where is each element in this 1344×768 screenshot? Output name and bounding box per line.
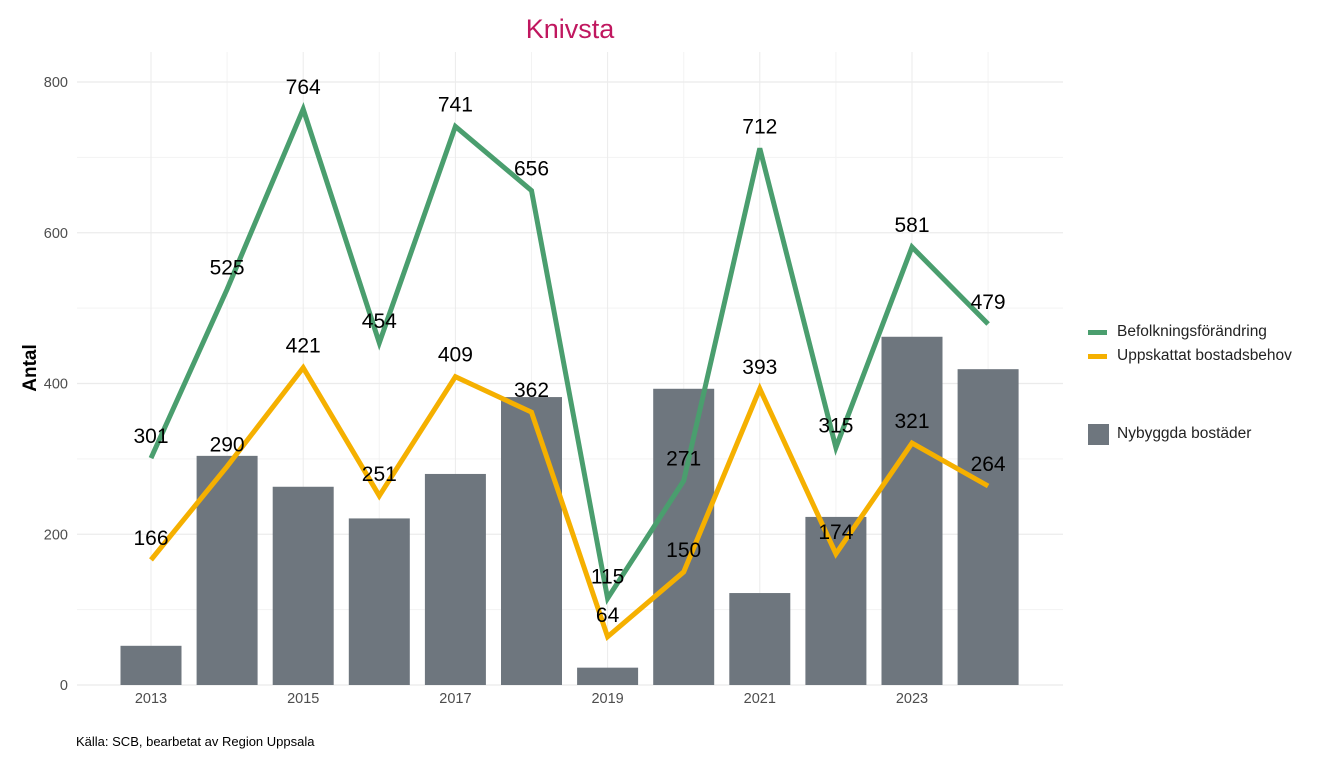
bar-2019 (577, 667, 639, 685)
bar-2020 (653, 388, 715, 685)
legend-label: Befolkningsförändring (1117, 323, 1267, 340)
y-tick-label: 800 (44, 75, 68, 91)
data-label: 251 (362, 463, 397, 486)
legend-label: Nybyggda bostäder (1117, 425, 1252, 442)
x-tick-label: 2013 (135, 691, 167, 707)
data-label: 150 (666, 539, 701, 562)
line-series-1 (149, 363, 990, 642)
data-label: 315 (818, 415, 853, 438)
data-label: 362 (514, 379, 549, 402)
x-tick-label: 2015 (287, 691, 319, 707)
data-label: 764 (286, 76, 321, 99)
legend-item-nybyggda: Nybyggda bostäder (1088, 422, 1292, 446)
legend-item-befolkning: Befolkningsförändring (1088, 320, 1292, 344)
data-label: 409 (438, 344, 473, 367)
data-label: 712 (742, 115, 777, 138)
y-tick-label: 400 (44, 377, 68, 393)
data-label: 264 (971, 453, 1006, 476)
x-tick-label: 2021 (744, 691, 776, 707)
data-label: 301 (133, 425, 168, 448)
data-label: 656 (514, 158, 549, 181)
data-label: 321 (894, 410, 929, 433)
bar-2017 (424, 473, 486, 685)
bar-2024 (957, 369, 1019, 685)
x-tick-label: 2017 (439, 691, 471, 707)
bar-2021 (729, 593, 791, 685)
legend: Befolkningsförändring Uppskattat bostads… (1088, 320, 1292, 446)
bar-2018 (501, 397, 562, 685)
data-label: 581 (894, 214, 929, 237)
legend-swatch (1088, 329, 1107, 335)
data-label: 479 (971, 291, 1006, 314)
bar-2023 (881, 336, 943, 685)
data-label: 393 (742, 356, 777, 379)
x-tick-label: 2019 (591, 691, 623, 707)
x-tick-label: 2023 (896, 691, 928, 707)
data-label: 741 (438, 93, 473, 116)
data-label: 166 (133, 527, 168, 550)
legend-swatch (1088, 353, 1107, 359)
legend-label: Uppskattat bostadsbehov (1117, 347, 1292, 364)
data-label: 174 (818, 521, 853, 544)
bar-2015 (272, 486, 334, 685)
data-label: 421 (286, 335, 321, 358)
data-label: 525 (210, 256, 245, 279)
legend-swatch (1088, 423, 1109, 445)
y-axis-label: Antal (20, 344, 41, 392)
legend-item-bostadsbehov: Uppskattat bostadsbehov (1088, 344, 1292, 368)
chart-title: Knivsta (525, 14, 615, 44)
bar-2013 (120, 645, 182, 685)
y-tick-label: 0 (60, 678, 68, 694)
bar-2016 (348, 518, 410, 685)
line-series-0 (148, 101, 990, 605)
data-label: 290 (210, 433, 245, 456)
data-label: 115 (591, 565, 624, 588)
bar-2022 (805, 516, 867, 685)
caption: Källa: SCB, bearbetat av Region Uppsala (76, 734, 315, 749)
data-label: 64 (596, 604, 620, 627)
y-tick-label: 600 (44, 226, 68, 242)
data-label: 454 (362, 310, 397, 333)
y-tick-label: 200 (44, 527, 68, 543)
data-label: 271 (666, 448, 701, 471)
